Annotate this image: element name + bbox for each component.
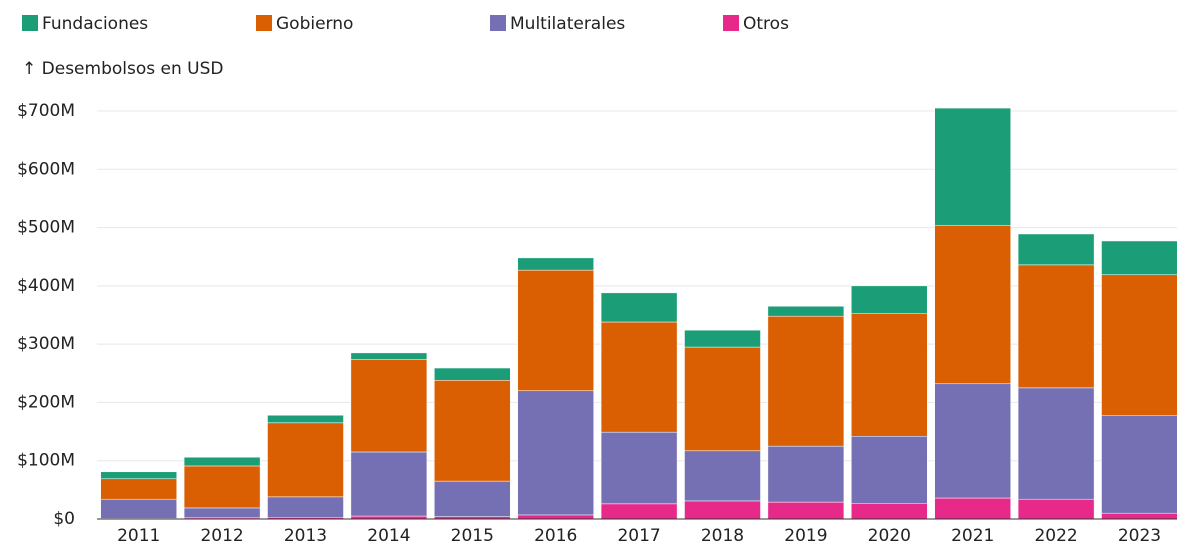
x-tick-label: 2012	[200, 526, 243, 544]
legend-swatch	[490, 15, 506, 31]
bar-segment	[517, 269, 594, 392]
bar-segment	[1101, 274, 1177, 416]
bar-segment	[100, 498, 177, 519]
bar-segment	[851, 313, 928, 437]
bar-segment	[600, 503, 678, 520]
chart-subtitle: ↑ Desembolsos en USD	[22, 59, 223, 79]
x-tick-label: 2017	[617, 526, 660, 544]
bar-segment	[767, 306, 845, 317]
x-tick-label: 2021	[951, 526, 994, 544]
y-tick-label: $100M	[17, 451, 75, 471]
legend-label: Otros	[743, 14, 789, 34]
legend-label: Gobierno	[276, 14, 353, 34]
bar-segment	[600, 292, 678, 323]
legend-label: Fundaciones	[42, 14, 148, 34]
bar-segment	[934, 383, 1011, 499]
bar-segment	[100, 478, 177, 500]
bar-segment	[267, 496, 344, 518]
bar-segment	[100, 471, 177, 480]
x-tick-label: 2020	[868, 526, 911, 544]
bar-segment	[434, 480, 511, 517]
bar-segment	[684, 329, 761, 348]
y-tick-label: $700M	[17, 101, 75, 121]
bar-segment	[434, 380, 511, 482]
bar-segment	[934, 224, 1011, 385]
bar-segment	[350, 359, 428, 453]
bar-segment	[350, 352, 428, 360]
bar-segment	[767, 315, 845, 447]
x-tick-label: 2014	[367, 526, 410, 544]
bar-segment	[600, 431, 678, 505]
bar-segment	[183, 465, 261, 509]
bar-segment	[1017, 498, 1095, 520]
bar-segment	[1017, 264, 1095, 389]
bar-segment	[1101, 240, 1177, 276]
bar-segment	[767, 501, 845, 520]
bar-segment	[183, 507, 261, 519]
bar-segment	[350, 451, 428, 517]
legend-swatch	[723, 15, 739, 31]
bar-segment	[684, 500, 761, 520]
x-tick-label: 2016	[534, 526, 577, 544]
bar-segment	[434, 367, 511, 381]
bar-segment	[684, 450, 761, 502]
legend-label: Multilaterales	[510, 14, 625, 34]
bar-segment	[1101, 512, 1177, 520]
x-tick-label: 2013	[284, 526, 327, 544]
legend-swatch	[256, 15, 272, 31]
y-tick-label: $600M	[17, 159, 75, 179]
bar-segment	[267, 422, 344, 498]
y-tick-label: $300M	[17, 334, 75, 354]
bar-segment	[851, 503, 928, 520]
y-tick-label: $0	[53, 509, 75, 529]
bar-segment	[934, 497, 1011, 520]
bar-segment	[517, 390, 594, 516]
bar-segment	[767, 445, 845, 503]
x-tick-label: 2018	[701, 526, 744, 544]
x-tick-label: 2022	[1034, 526, 1077, 544]
x-tick-label: 2019	[784, 526, 827, 544]
y-tick-label: $500M	[17, 218, 75, 238]
y-tick-label: $400M	[17, 276, 75, 296]
x-tick-label: 2015	[451, 526, 494, 544]
bar-segment	[517, 257, 594, 271]
x-tick-label: 2023	[1118, 526, 1161, 544]
y-tick-label: $200M	[17, 392, 75, 412]
bar-segment	[1101, 415, 1177, 514]
bar-segment	[851, 435, 928, 504]
bar-segment	[183, 456, 261, 467]
bar-segment	[934, 107, 1011, 226]
legend-swatch	[22, 15, 38, 31]
bar-segment	[517, 514, 594, 520]
bar-segment	[684, 346, 761, 452]
bar-segment	[600, 321, 678, 433]
bar-segment	[1017, 387, 1095, 500]
bar-segment	[1017, 233, 1095, 266]
bar-segment	[267, 415, 344, 424]
x-tick-label: 2011	[117, 526, 160, 544]
bar-segment	[851, 285, 928, 314]
